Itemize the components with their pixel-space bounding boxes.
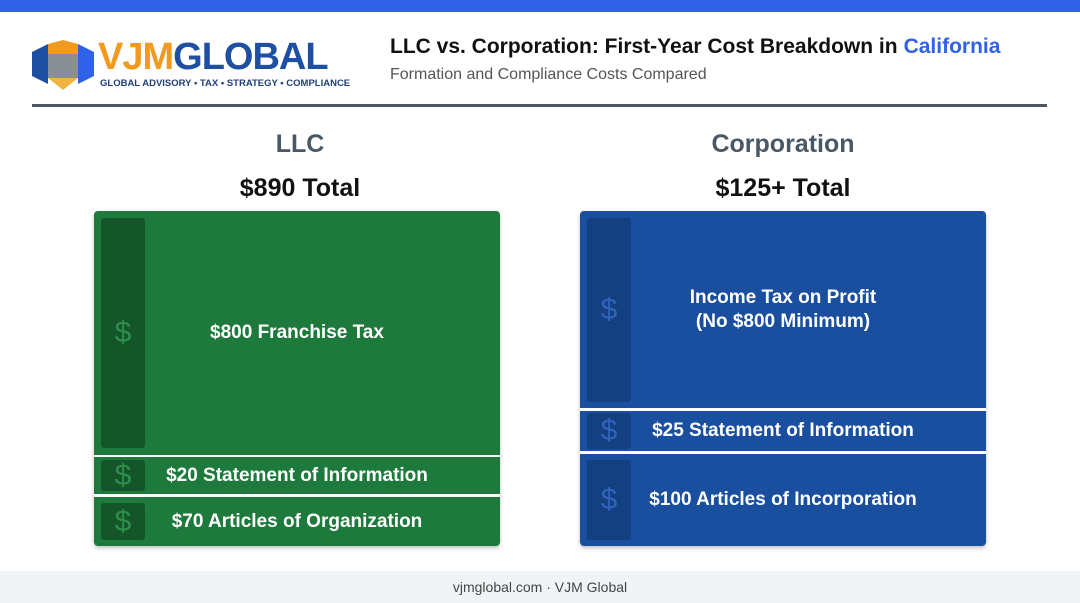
cost-block: $ $100 Articles of Incorporation [580, 454, 986, 546]
logo-part: VJM [98, 36, 174, 78]
title-lead: LLC vs. Corporation: First-Year Cost Bre… [390, 35, 898, 58]
icon: $ [587, 460, 631, 540]
column-total: $125+ Total [715, 174, 851, 202]
block-text: Income Tax on Profit [689, 286, 877, 308]
icon: $ [587, 413, 631, 449]
cost-block: $ $800 Franchise Tax [94, 211, 500, 455]
block-text: $20 Statement of Information [166, 464, 428, 486]
cost-block: $ Income Tax on Profit (No $800 Minimum) [580, 211, 986, 408]
column-heading: Corporation [711, 130, 855, 158]
llc-panel: $ $800 Franchise Tax $ $20 Statement of … [94, 211, 500, 546]
column-heading: LLC [275, 130, 325, 158]
title-highlight: California [903, 35, 1001, 58]
footer: vjmglobal.com · VJM Global [0, 571, 1080, 603]
divider [32, 104, 1047, 107]
cost-block: $ $70 Articles of Organization [94, 497, 500, 546]
subtitle: Formation and Compliance Costs Compared [390, 66, 707, 83]
column-total: $890 Total [239, 174, 361, 202]
icon: $ [101, 459, 145, 492]
logo-part: GLOBAL [173, 36, 328, 78]
top-bar [0, 0, 1080, 12]
title: LLC vs. Corporation: First-Year Cost Bre… [390, 35, 1000, 59]
icon: $ [101, 218, 145, 448]
block-text: $25 Statement of Information [652, 420, 914, 441]
block-text: (No $800 Minimum) [695, 310, 871, 332]
cost-block: $ $25 Statement of Information [580, 411, 986, 451]
logo-text: VJMGLOBAL [98, 36, 329, 79]
block-text: $100 Articles of Incorporation [649, 489, 917, 510]
icon: $ [101, 503, 145, 540]
logo-icon [32, 40, 94, 90]
block-text: $800 Franchise Tax [210, 322, 384, 343]
cost-block: $ $20 Statement of Information [94, 457, 500, 494]
block-text: $70 Articles of Organization [171, 510, 423, 532]
logo-tagline: GLOBAL ADVISORY • TAX • STRATEGY • COMPL… [100, 78, 351, 89]
icon: $ [587, 218, 631, 402]
corporation-panel: $ Income Tax on Profit (No $800 Minimum)… [580, 211, 986, 546]
